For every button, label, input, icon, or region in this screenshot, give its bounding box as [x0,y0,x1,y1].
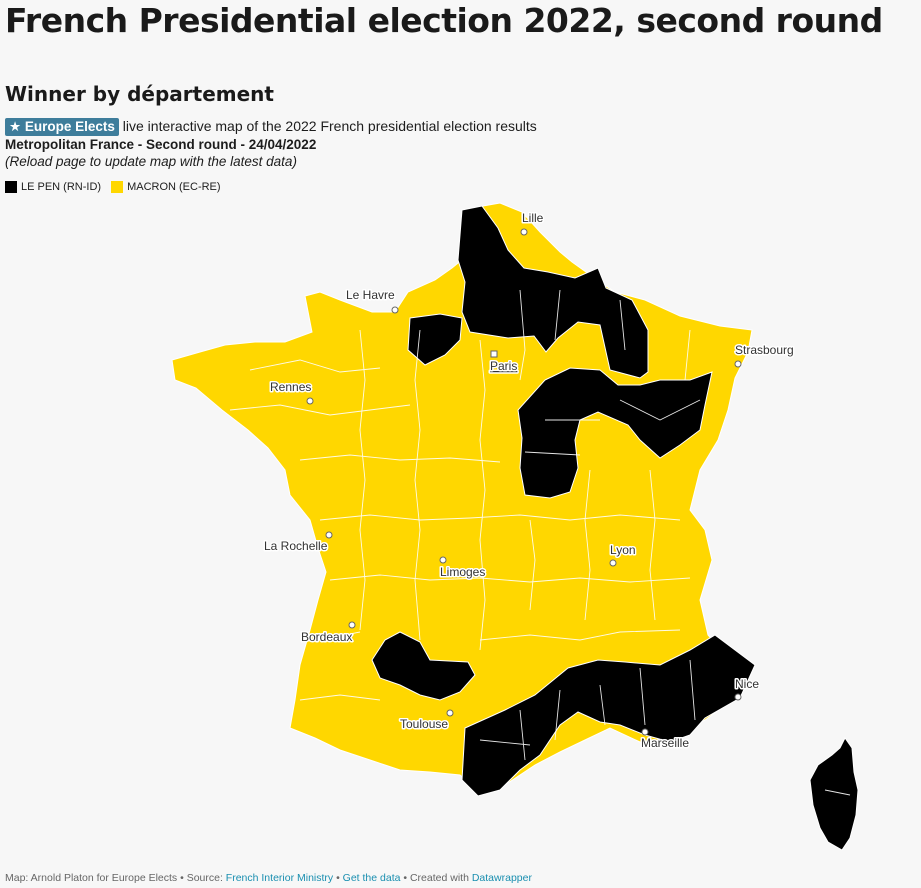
lepen-departements [371,205,756,797]
lepen-south-coast[interactable] [461,634,756,797]
legend-label-lepen: LE PEN (RN-ID) [21,181,102,193]
city-dot-bordeaux [348,621,356,629]
description-line-2: Metropolitan France - Second round - 24/… [5,137,317,152]
city-label-paris: Paris [490,359,517,373]
city-label-la-rochelle: La Rochelle [264,539,328,553]
corsica[interactable] [809,737,859,851]
footer: Map: Arnold Platon for Europe Elects • S… [5,872,532,884]
description: ★ Europe Elects live interactive map of … [5,118,705,170]
map-subtitle: Winner by département [5,82,274,106]
city-dot-paris [490,350,498,358]
footer-credit: Map: Arnold Platon for Europe Elects • S… [5,872,226,884]
city-label-strasbourg: Strasbourg [735,343,794,357]
source-link[interactable]: French Interior Ministry [225,872,334,884]
footer-separator-1: • [333,872,343,884]
legend-label-macron: MACRON (EC-RE) [127,181,221,193]
city-dot-strasbourg [734,360,742,368]
description-intro: live interactive map of the 2022 French … [118,118,537,134]
legend-swatch-lepen [5,181,17,193]
legend: LE PEN (RN-ID) MACRON (EC-RE) [5,181,221,193]
description-line-1: ★ Europe Elects live interactive map of … [5,118,705,136]
city-dot-toulouse [446,709,454,717]
city-label-lille: Lille [522,211,544,225]
city-dot-limoges [439,556,447,564]
city-markers: Lille Le Havre Paris Strasbourg Rennes L… [263,210,796,752]
get-data-link[interactable]: Get the data [342,872,401,884]
legend-item-macron: MACRON (EC-RE) [111,181,221,193]
footer-separator-2: • Created with [400,872,472,884]
city-dot-le-havre [391,306,399,314]
city-label-rennes: Rennes [270,380,311,394]
europe-elects-badge[interactable]: ★ Europe Elects [5,118,119,136]
city-label-nice: Nice [735,677,759,691]
city-dot-rennes [306,397,314,405]
city-dot-la-rochelle [325,531,333,539]
legend-swatch-macron [111,181,124,193]
lepen-nord-picardie[interactable] [457,205,649,379]
lepen-eure[interactable] [407,313,463,366]
city-dot-nice [734,693,742,701]
departement-borders [229,289,851,796]
city-dot-marseille [641,728,649,736]
city-label-marseille: Marseille [641,736,689,750]
city-label-lyon: Lyon [610,543,636,557]
city-label-bordeaux: Bordeaux [301,630,352,644]
city-label-le-havre: Le Havre [346,288,395,302]
city-label-limoges: Limoges [440,565,485,579]
city-dot-lyon [609,559,617,567]
city-label-toulouse: Toulouse [400,717,448,731]
description-line-3: (Reload page to update map with the late… [5,154,297,169]
lepen-east[interactable] [517,367,713,499]
page-title: French Presidential election 2022, secon… [5,1,883,40]
city-dot-lille [520,228,528,236]
legend-item-lepen: LE PEN (RN-ID) [5,181,101,193]
datawrapper-link[interactable]: Datawrapper [471,872,532,884]
lepen-lot[interactable] [371,631,476,701]
